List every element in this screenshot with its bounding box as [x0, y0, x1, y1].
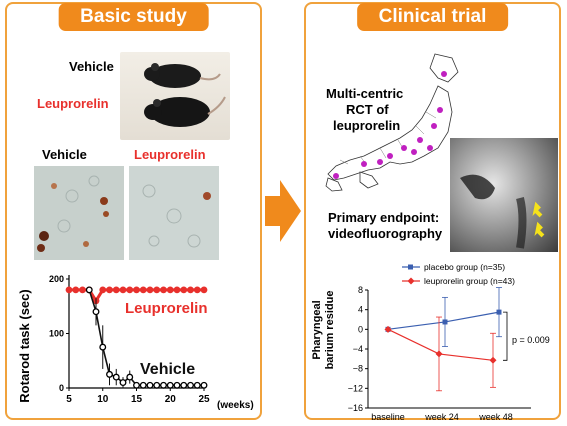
residue-ylabel-2: barium residue	[324, 291, 336, 370]
rotarod-vehicle-point	[85, 286, 93, 294]
rotarod-vehicle-point	[126, 373, 134, 381]
map-text-2: RCT of	[346, 102, 389, 117]
rotarod-leuprorelin-point	[146, 286, 154, 294]
rotarod-leuprorelin-point	[99, 286, 107, 294]
rotarod-vehicle-point	[112, 373, 120, 381]
residue-y-tick-label: 8	[358, 285, 363, 295]
rotarod-leuprorelin-point	[72, 286, 80, 294]
residue-x-tick-label: week 48	[478, 412, 513, 420]
arrow-icon-upper	[532, 201, 543, 218]
histology-vehicle-label: Vehicle	[42, 147, 87, 162]
arrow-icon-lower	[534, 221, 545, 238]
map-text-1: Multi-centric	[326, 86, 404, 101]
rotarod-leuprorelin-point	[200, 286, 208, 294]
rotarod-leuprorelin-point	[187, 286, 194, 294]
rotarod-leuprorelin-point	[112, 286, 120, 294]
rotarod-leuprorelin-point	[65, 286, 73, 294]
rotarod-y-tick-label: 200	[49, 274, 64, 284]
endpoint-text-2: videofluorography	[328, 226, 443, 241]
rotarod-chart: Rotarod task (sec) 5 10 15 20 25 0 100 200 Leup…	[17, 274, 254, 411]
rotarod-x-tick-label: 15	[131, 394, 143, 405]
clinical-trial-panel: Clinical trial Multi-centric RCT of leup…	[304, 2, 561, 420]
flow-arrow	[265, 180, 301, 242]
rotarod-vehicle-point	[106, 370, 113, 378]
significance-bracket	[503, 311, 508, 361]
rotarod-vehicle-point	[193, 381, 201, 389]
videofluorography-image	[450, 138, 558, 252]
rotarod-vehicle-point	[166, 381, 174, 389]
mice-vehicle-label: Vehicle	[69, 59, 114, 74]
residue-chart: Pharyngeal barium residue 8 4 0 −4 −8 −12 −16 b…	[311, 262, 550, 420]
rotarod-vehicle-label: Vehicle	[140, 361, 195, 378]
legend-placebo-marker	[408, 264, 413, 270]
legend-leuprorelin-label: leuprorelin group (n=43)	[424, 276, 515, 286]
rotarod-leuprorelin-point	[79, 286, 86, 294]
rotarod-vehicle-point	[119, 379, 127, 386]
rotarod-leuprorelin-point	[166, 286, 174, 294]
basic-study-panel: Basic study Vehicle Leuprorelin Vehicle …	[5, 2, 262, 420]
residue-leuprorelin-point	[435, 350, 443, 358]
rotarod-xunit: (weeks)	[217, 400, 254, 411]
legend-placebo-label: placebo group (n=35)	[424, 262, 505, 272]
rotarod-vehicle-point	[160, 381, 167, 389]
rotarod-x-tick-label: 20	[165, 394, 177, 405]
rotarod-leuprorelin-point	[139, 286, 147, 294]
rotarod-x-tick-label: 10	[97, 394, 109, 405]
arrow-icon	[265, 180, 301, 242]
histology-leuprorelin-image	[129, 166, 219, 260]
p-value-label: p = 0.009	[512, 335, 550, 345]
rotarod-leuprorelin-point	[193, 286, 201, 294]
rotarod-ylabel: Rotarod task (sec)	[17, 289, 32, 402]
endpoint-text-1: Primary endpoint:	[328, 210, 440, 225]
residue-y-tick-label: −12	[348, 383, 363, 393]
basic-study-title: Basic study	[58, 3, 209, 31]
residue-x-tick-label: baseline	[371, 412, 405, 420]
rotarod-x-tick-label: 5	[66, 394, 72, 405]
rotarod-leuprorelin-point	[126, 286, 134, 294]
rotarod-y-tick-label: 100	[49, 329, 64, 339]
rotarod-vehicle-point	[92, 308, 100, 316]
residue-y-tick-label: 0	[358, 324, 363, 334]
japan-map	[325, 53, 459, 192]
rotarod-vehicle-point	[146, 381, 154, 389]
rotarod-leuprorelin-point	[160, 286, 167, 294]
rotarod-leuprorelin-point	[180, 286, 188, 294]
residue-placebo-point	[442, 319, 448, 325]
rotarod-vehicle-point	[99, 343, 107, 351]
rotarod-vehicle-point	[153, 381, 161, 389]
rotarod-vehicle-point	[133, 381, 140, 389]
rotarod-leuprorelin-label: Leuprorelin	[125, 300, 208, 317]
rotarod-leuprorelin-point	[173, 286, 181, 294]
rotarod-y-tick-label: 0	[59, 383, 64, 393]
rotarod-leuprorelin-point	[106, 286, 113, 294]
residue-leuprorelin-point	[489, 356, 497, 364]
rotarod-leuprorelin-point	[133, 286, 140, 294]
rotarod-vehicle-point	[173, 381, 181, 389]
residue-y-tick-label: −8	[353, 364, 363, 374]
rotarod-leuprorelin-point	[153, 286, 161, 294]
residue-leuprorelin-point	[384, 325, 392, 333]
rotarod-vehicle-point	[139, 381, 147, 389]
clinical-trial-title: Clinical trial	[356, 3, 509, 31]
rotarod-vehicle-point	[187, 381, 194, 389]
rotarod-x-tick-label: 25	[198, 394, 210, 405]
residue-x-tick-label: week 24	[424, 412, 459, 420]
histology-vehicle-image	[34, 166, 124, 260]
rotarod-leuprorelin-point	[119, 286, 127, 294]
mice-illustration	[144, 63, 226, 127]
legend-leuprorelin-marker	[407, 277, 415, 285]
residue-y-tick-label: −4	[353, 344, 363, 354]
map-text-3: leuprorelin	[333, 118, 401, 133]
mice-photo	[120, 52, 230, 140]
residue-y-tick-label: 4	[358, 305, 363, 315]
mice-leuprorelin-label: Leuprorelin	[37, 96, 109, 111]
histology-leuprorelin-label: Leuprorelin	[134, 147, 206, 162]
rotarod-vehicle-point	[200, 381, 208, 389]
residue-placebo-point	[496, 309, 502, 315]
rotarod-vehicle-point	[180, 381, 188, 389]
residue-ylabel-1: Pharyngeal	[311, 300, 323, 359]
residue-y-tick-label: −16	[348, 403, 363, 413]
